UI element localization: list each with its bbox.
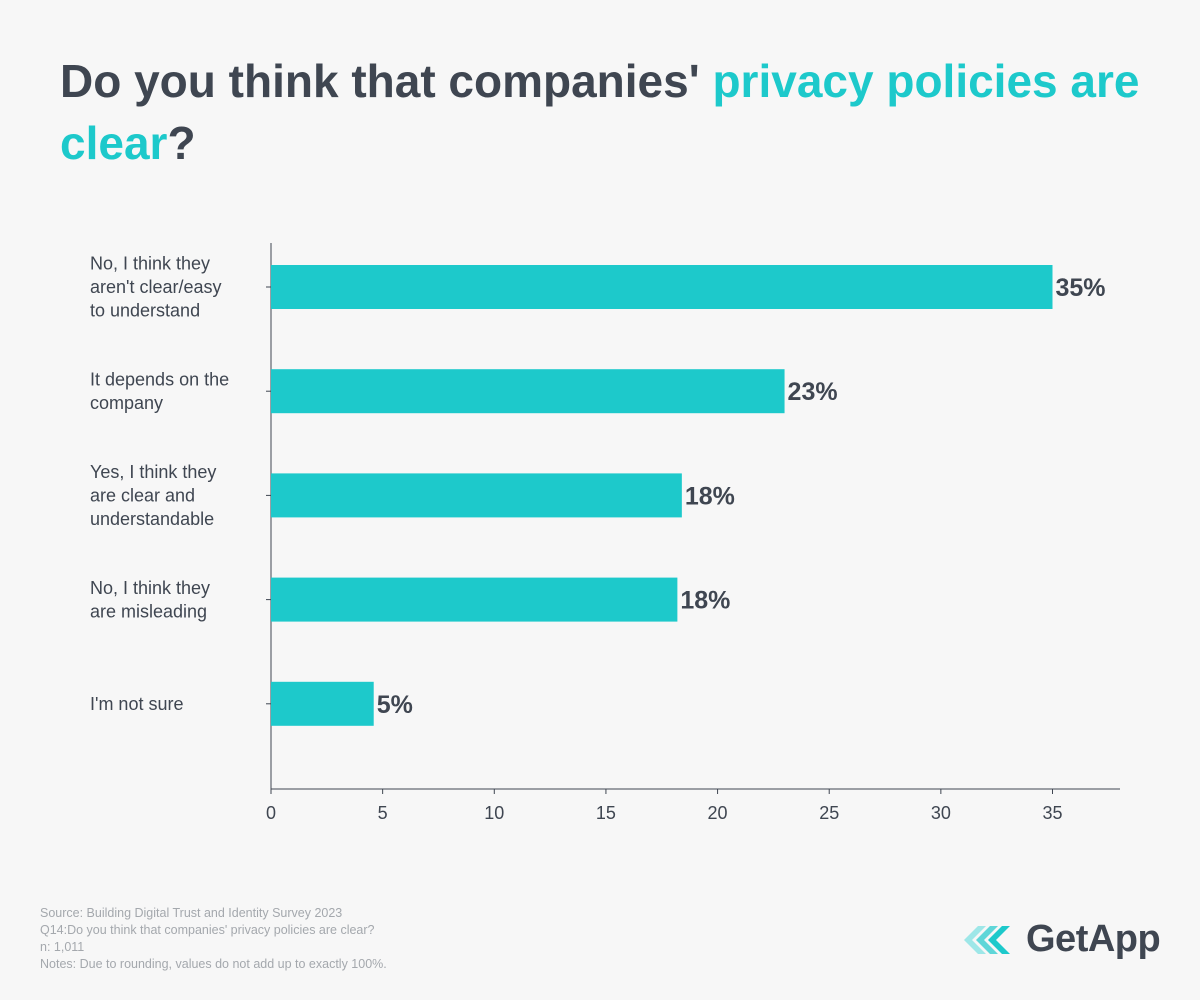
data-label: 35% [1056, 274, 1106, 302]
x-tick-label: 0 [266, 803, 276, 823]
category-label-line: It depends on the [90, 369, 229, 389]
bar [271, 473, 682, 518]
title-part1: Do you think that companies' [60, 55, 713, 107]
category-label-line: are clear and [90, 485, 195, 505]
logo-text: GetApp [1026, 918, 1161, 960]
data-label: 18% [680, 587, 730, 615]
category-label: Yes, I think they are clear and understand… [90, 462, 216, 529]
category-label-line: I'm not sure [90, 694, 183, 714]
footer-source: Source: Building Digital Trust and Ident… [40, 906, 343, 920]
chart-title: Do you think that companies' privacy pol… [60, 50, 1160, 174]
footer-question: Q14:Do you think that companies' privacy… [40, 923, 375, 937]
x-tick-label: 20 [708, 803, 728, 823]
category-label-line: company [90, 393, 163, 413]
category-label: No, I think they aren't clear/easy to unde… [90, 254, 222, 321]
category-label: I'm not sure [90, 694, 183, 714]
getapp-logo: GetApp [962, 918, 1161, 961]
category-label-line: No, I think they [90, 578, 210, 598]
x-tick-label: 10 [484, 803, 504, 823]
footer-notes: Source: Building Digital Trust and Ident… [40, 905, 387, 973]
data-label: 23% [788, 378, 838, 406]
title-part2: ? [167, 117, 196, 169]
category-label: It depends on the company [90, 369, 229, 413]
bar [271, 265, 1053, 309]
getapp-chevron-icon [964, 925, 1010, 954]
title-accent: privacy policies are clear [60, 55, 1140, 169]
data-label: 5% [377, 691, 413, 719]
category-label: No, I think they are misleading [90, 578, 210, 622]
bar [271, 369, 785, 414]
bar [271, 577, 678, 622]
category-label-line: Yes, I think they [90, 462, 216, 482]
x-tick-label: 15 [596, 803, 616, 823]
data-label: 18% [685, 482, 735, 510]
category-label-line: understandable [90, 509, 214, 529]
bar-chart: 0 5 10 15 20 25 30 35 35% No, I think they aren't … [90, 243, 1120, 823]
x-tick-label: 35 [1042, 803, 1062, 823]
x-tick-label: 25 [819, 803, 839, 823]
footer-notes-text: Notes: Due to rounding, values do not ad… [40, 957, 387, 971]
bar [271, 681, 374, 726]
category-label-line: are misleading [90, 601, 207, 621]
x-tick-label: 30 [931, 803, 951, 823]
category-label-line: No, I think they [90, 254, 210, 274]
category-label-line: aren't clear/easy [90, 277, 222, 297]
footer-sample-size: n: 1,011 [40, 940, 85, 954]
category-label-line: to understand [90, 301, 200, 321]
x-tick-label: 5 [378, 803, 388, 823]
